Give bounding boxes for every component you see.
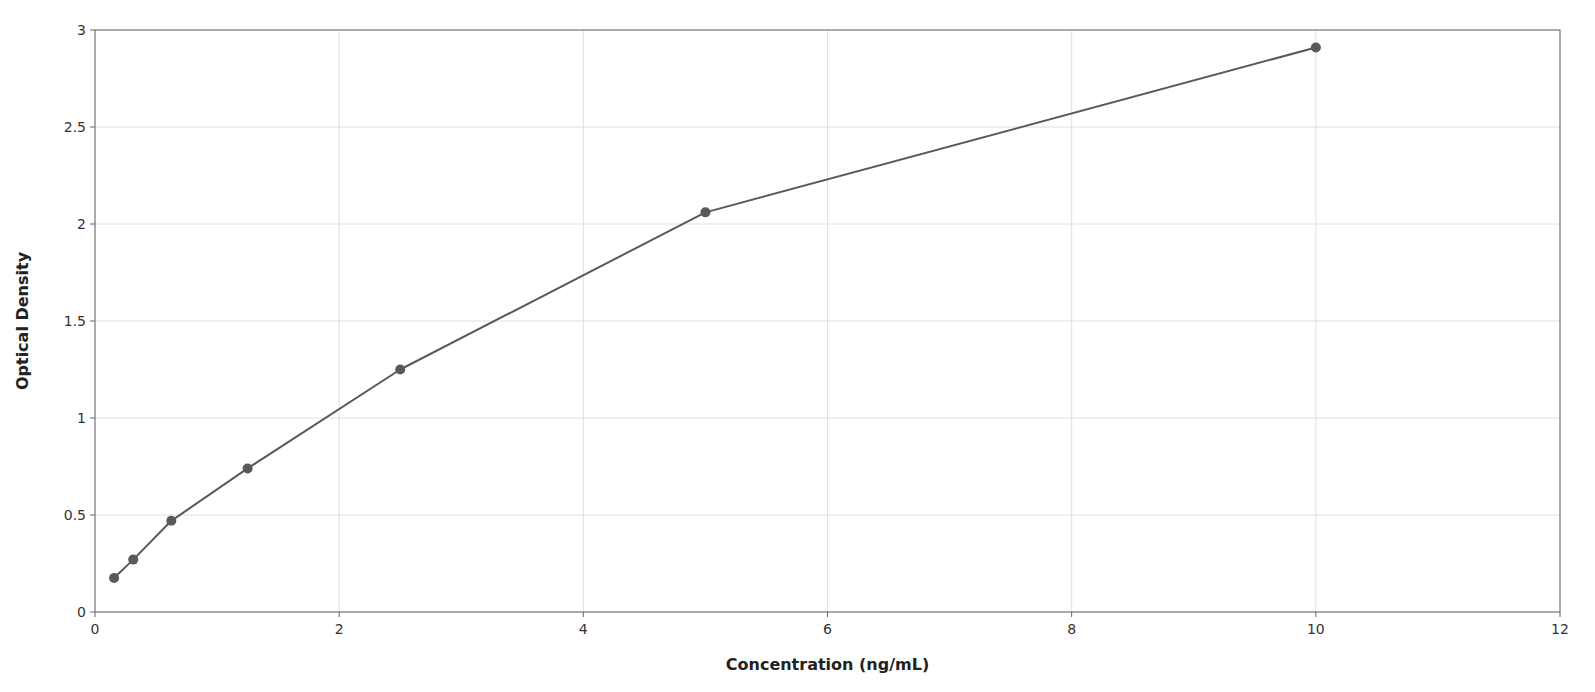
- tick-y: [90, 224, 95, 225]
- tick-x: [95, 612, 96, 617]
- tick-label-y: 3: [77, 22, 86, 38]
- tick-x: [1560, 612, 1561, 617]
- tick-label-x: 10: [1307, 621, 1325, 637]
- tick-label-y: 2.5: [64, 119, 86, 135]
- x-axis-label: Concentration (ng/mL): [726, 655, 929, 674]
- tick-y: [90, 127, 95, 128]
- series-line: [114, 47, 1316, 578]
- tick-label-y: 0.5: [64, 507, 86, 523]
- data-point[interactable]: [395, 365, 405, 375]
- chart-container: 0 2 4 6 8 10 12 0 0.5 1 1.5 2 2.5 3 Concentration (ng/…: [0, 0, 1595, 692]
- tick-label-y: 2: [77, 216, 86, 232]
- tick-label-x: 8: [1067, 621, 1076, 637]
- grid-line-y: [95, 127, 1560, 128]
- tick-x: [1315, 612, 1316, 617]
- plot-background: [95, 30, 1560, 612]
- grid-line-y: [95, 321, 1560, 322]
- data-point[interactable]: [700, 207, 710, 217]
- tick-y: [90, 321, 95, 322]
- tick-y: [90, 515, 95, 516]
- tick-label-y: 0: [77, 604, 86, 620]
- grid-line-y: [95, 224, 1560, 225]
- tick-x: [827, 612, 828, 617]
- data-point[interactable]: [243, 463, 253, 473]
- data-point[interactable]: [128, 555, 138, 565]
- axes: 0 2 4 6 8 10 12 0 0.5 1 1.5 2 2.5 3: [64, 22, 1569, 637]
- tick-label-x: 0: [91, 621, 100, 637]
- tick-x: [583, 612, 584, 617]
- tick-label-x: 2: [335, 621, 344, 637]
- tick-x: [1071, 612, 1072, 617]
- tick-label-y: 1.5: [64, 313, 86, 329]
- data-point[interactable]: [109, 573, 119, 583]
- tick-y: [90, 612, 95, 613]
- tick-label-y: 1: [77, 410, 86, 426]
- data-point[interactable]: [166, 516, 176, 526]
- tick-label-x: 6: [823, 621, 832, 637]
- data-layer: [109, 42, 1321, 583]
- grid-line-y: [95, 515, 1560, 516]
- tick-label-x: 12: [1551, 621, 1569, 637]
- tick-y: [90, 418, 95, 419]
- tick-label-x: 4: [579, 621, 588, 637]
- tick-y: [90, 30, 95, 31]
- grid: [95, 30, 1560, 612]
- data-point[interactable]: [1311, 42, 1321, 52]
- tick-x: [339, 612, 340, 617]
- plot-frame: [95, 30, 1560, 612]
- y-axis-label: Optical Density: [13, 251, 32, 390]
- grid-line-y: [95, 418, 1560, 419]
- chart-svg: 0 2 4 6 8 10 12 0 0.5 1 1.5 2 2.5 3 Concentration (ng/…: [0, 0, 1595, 692]
